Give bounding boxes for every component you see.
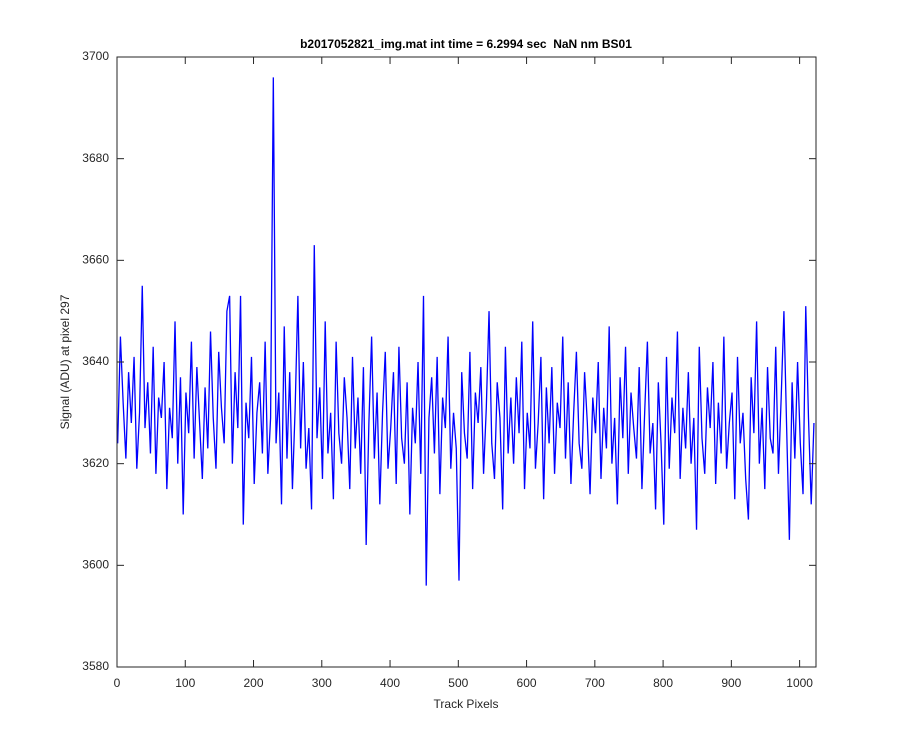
x-tick-label: 200 bbox=[244, 676, 264, 690]
x-tick-label: 1000 bbox=[786, 676, 813, 690]
y-tick-label: 3640 bbox=[82, 354, 109, 368]
y-axis-label: Signal (ADU) at pixel 297 bbox=[58, 294, 72, 429]
y-tick-label: 3580 bbox=[82, 659, 109, 673]
x-tick-label: 700 bbox=[585, 676, 605, 690]
x-tick-label: 500 bbox=[448, 676, 468, 690]
x-tick-label: 100 bbox=[175, 676, 195, 690]
x-tick-label: 0 bbox=[114, 676, 121, 690]
y-tick-label: 3660 bbox=[82, 253, 109, 267]
x-tick-label: 600 bbox=[517, 676, 537, 690]
x-tick-label: 400 bbox=[380, 676, 400, 690]
x-tick-label: 900 bbox=[721, 676, 741, 690]
plot-area bbox=[117, 57, 816, 667]
y-tick-label: 3680 bbox=[82, 151, 109, 165]
y-tick-label: 3700 bbox=[82, 49, 109, 63]
y-tick-label: 3620 bbox=[82, 456, 109, 470]
x-axis-label: Track Pixels bbox=[434, 697, 499, 711]
chart-title: b2017052821_img.mat int time = 6.2994 se… bbox=[300, 37, 632, 51]
x-tick-label: 800 bbox=[653, 676, 673, 690]
x-tick-label: 300 bbox=[312, 676, 332, 690]
data-line bbox=[117, 77, 815, 586]
y-tick-label: 3600 bbox=[82, 558, 109, 572]
